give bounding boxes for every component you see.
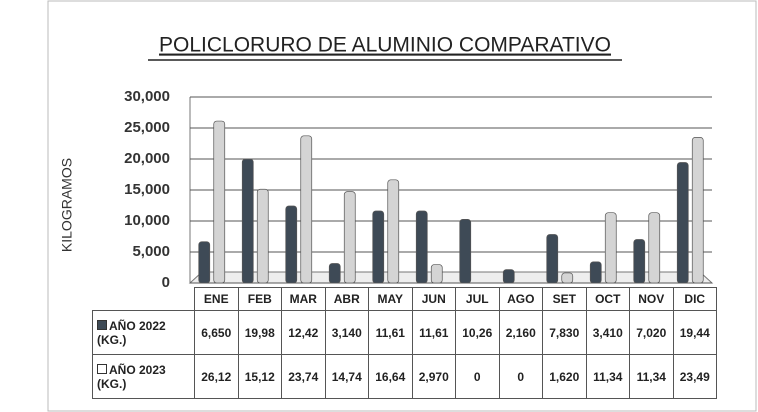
value-label: 7,020 (629, 310, 674, 355)
x-tick-label: FEB (237, 287, 282, 311)
bar (198, 241, 211, 284)
x-tick-label: OCT (585, 287, 630, 311)
y-tick-label: 0 (162, 274, 170, 291)
bar (691, 137, 704, 284)
value-label: 14,74 (324, 354, 369, 399)
x-tick-label: MAY (368, 287, 413, 311)
bar (372, 210, 385, 284)
bar (285, 205, 298, 284)
bar (561, 272, 574, 284)
y-tick-label: 30,000 (124, 88, 170, 105)
x-tick-label: DIC (672, 287, 717, 311)
y-tick-label: 5,000 (132, 243, 170, 260)
value-label: 16,64 (368, 354, 413, 399)
y-tick-label: 10,000 (124, 212, 170, 229)
bar (604, 212, 617, 284)
x-tick-label: MAR (281, 287, 326, 311)
value-label: 26,12 (194, 354, 239, 399)
value-label: 19,44 (672, 310, 717, 355)
x-tick-label: JUL (455, 287, 500, 311)
bar (633, 239, 646, 284)
legend-swatch (97, 363, 107, 374)
bar (241, 158, 254, 284)
bar (256, 188, 269, 284)
bar (459, 219, 472, 284)
legend-cell: AÑO 2022 (KG.) (92, 310, 195, 355)
empty-cell (93, 288, 195, 311)
y-axis-label: KILOGRAMOS (59, 158, 75, 252)
bar (502, 269, 515, 284)
legend-label: AÑO 2022 (KG.) (97, 318, 166, 347)
value-label: 11,34 (629, 354, 674, 399)
x-tick-label: ENE (194, 287, 239, 311)
x-tick-label: NOV (629, 287, 674, 311)
value-label: 11,34 (585, 354, 630, 399)
bar (546, 234, 559, 284)
bar (430, 264, 443, 284)
bar (328, 263, 341, 284)
bar (343, 191, 356, 284)
y-tick-label: 20,000 (124, 150, 170, 167)
value-label: 0 (498, 354, 543, 399)
value-label: 2,970 (411, 354, 456, 399)
frame (47, 0, 757, 412)
bar (589, 261, 602, 284)
value-label: 12,42 (281, 310, 326, 355)
value-label: 3,140 (324, 310, 369, 355)
y-tick-label: 25,000 (124, 119, 170, 136)
value-label: 11,61 (411, 310, 456, 355)
value-label: 2,160 (498, 310, 543, 355)
bar (415, 210, 428, 284)
y-tick-label: 15,000 (124, 181, 170, 198)
bar (300, 135, 313, 284)
value-label: 7,830 (542, 310, 587, 355)
chart-title: POLICLORURO DE ALUMINIO COMPARATIVO (159, 34, 611, 57)
value-label: 10,26 (455, 310, 500, 355)
value-label: 6,650 (194, 310, 239, 355)
bar (213, 120, 226, 284)
value-label: 19,98 (237, 310, 282, 355)
value-label: 1,620 (542, 354, 587, 399)
bar (648, 212, 661, 284)
value-label: 11,61 (368, 310, 413, 355)
value-label: 0 (455, 354, 500, 399)
data-table: ENE FEB MAR ABR MAY JUN JUL AGO SET OCT NOV DIC AÑO… (92, 287, 717, 399)
value-label: 3,410 (585, 310, 630, 355)
x-tick-label: JUN (411, 287, 456, 311)
x-tick-label: SET (542, 287, 587, 311)
value-label: 23,74 (281, 354, 326, 399)
legend-cell: AÑO 2023 (KG.) (92, 354, 195, 399)
legend-label: AÑO 2023 (KG.) (97, 362, 166, 391)
legend-swatch (97, 319, 107, 330)
bar (387, 179, 400, 284)
value-label: 23,49 (672, 354, 717, 399)
bar (676, 162, 689, 284)
x-tick-label: AGO (498, 287, 543, 311)
value-label: 15,12 (237, 354, 282, 399)
x-tick-label: ABR (324, 287, 369, 311)
